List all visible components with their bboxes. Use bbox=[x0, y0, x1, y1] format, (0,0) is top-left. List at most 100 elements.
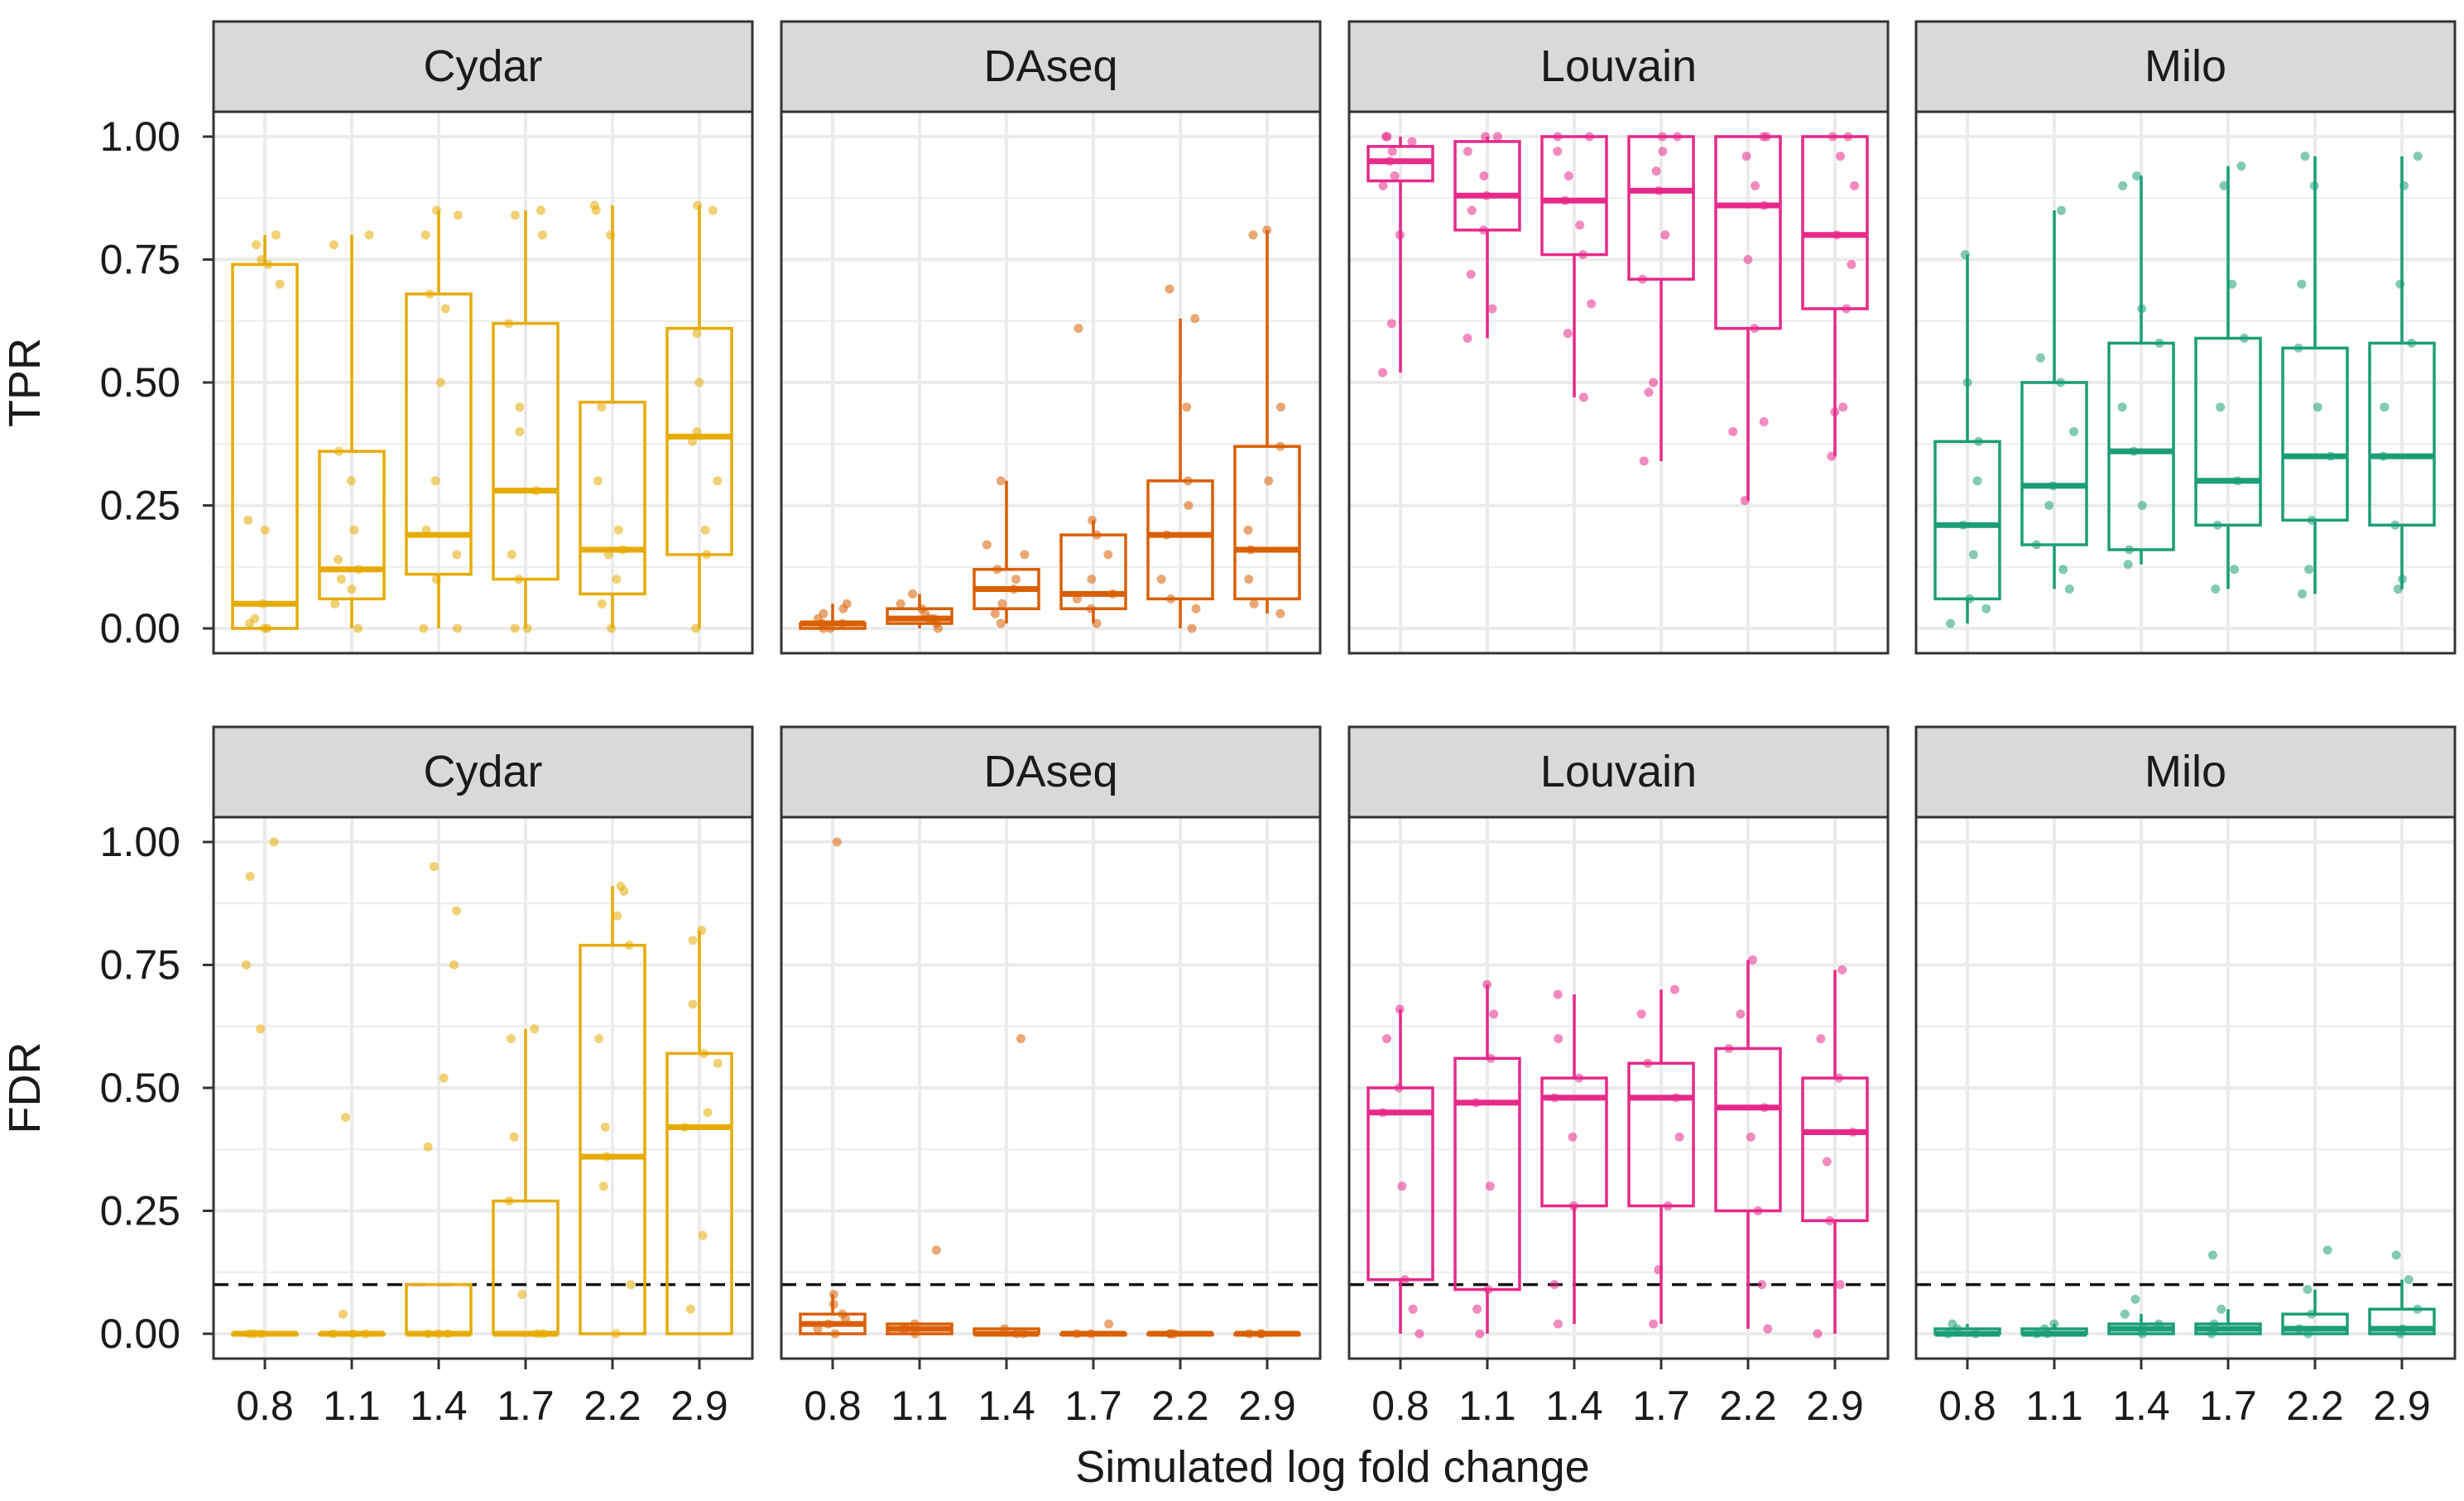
data-point bbox=[2123, 560, 2133, 570]
data-point bbox=[896, 599, 905, 609]
data-point bbox=[600, 1123, 610, 1133]
data-point bbox=[1397, 1181, 1407, 1191]
data-point bbox=[245, 872, 255, 882]
data-point bbox=[698, 1230, 708, 1240]
data-point bbox=[1554, 1034, 1563, 1044]
box-iqr bbox=[579, 943, 646, 1335]
data-point bbox=[1264, 476, 1274, 486]
data-point bbox=[2322, 1245, 2332, 1255]
data-point bbox=[598, 1181, 608, 1191]
box-iqr bbox=[2020, 381, 2088, 546]
data-point bbox=[243, 515, 253, 525]
data-point bbox=[2380, 402, 2390, 412]
x-tick-label: 2.9 bbox=[2373, 1383, 2431, 1429]
data-point bbox=[2303, 1285, 2313, 1295]
box-iqr bbox=[1714, 1046, 1782, 1213]
panel-strip-label: DAseq bbox=[983, 747, 1117, 796]
data-point bbox=[1563, 171, 1573, 181]
box-iqr bbox=[1453, 140, 1521, 232]
data-point bbox=[1390, 171, 1400, 181]
data-point bbox=[1184, 501, 1194, 510]
data-point bbox=[506, 1034, 516, 1044]
data-point bbox=[2227, 279, 2237, 289]
data-point bbox=[1563, 329, 1573, 339]
data-point bbox=[429, 862, 439, 872]
data-point bbox=[1020, 550, 1030, 560]
data-point bbox=[1835, 1280, 1845, 1290]
data-point bbox=[996, 476, 1006, 486]
data-point bbox=[1847, 259, 1856, 269]
data-point bbox=[353, 623, 363, 633]
data-point bbox=[597, 599, 607, 609]
y-tick-label: 0.00 bbox=[100, 1311, 180, 1357]
data-point bbox=[1104, 1319, 1114, 1329]
box-iqr bbox=[1627, 135, 1695, 281]
panel-strip-label: Louvain bbox=[1540, 747, 1697, 796]
panel-strip-label: Cydar bbox=[423, 747, 542, 796]
data-point bbox=[453, 623, 463, 633]
data-point bbox=[1489, 1009, 1499, 1019]
x-tick-label: 2.2 bbox=[1719, 1383, 1777, 1429]
data-point bbox=[2211, 584, 2221, 594]
data-point bbox=[452, 550, 462, 560]
data-point bbox=[364, 230, 374, 240]
data-point bbox=[1103, 550, 1113, 560]
x-axis-title: Simulated log fold change bbox=[1075, 1442, 1589, 1492]
data-point bbox=[1649, 378, 1659, 387]
data-point bbox=[330, 599, 340, 609]
panel-strip bbox=[780, 20, 1322, 113]
data-point bbox=[2391, 1250, 2401, 1260]
data-point bbox=[1087, 575, 1097, 585]
data-point bbox=[1669, 984, 1679, 994]
data-point bbox=[694, 378, 704, 387]
data-point bbox=[832, 837, 842, 847]
data-point bbox=[336, 575, 346, 585]
panel-tpr-milo: Milo bbox=[1914, 20, 2457, 655]
data-point bbox=[1674, 1132, 1684, 1142]
panel-border bbox=[1347, 110, 1890, 655]
data-point bbox=[2300, 152, 2310, 161]
data-point bbox=[1649, 1319, 1659, 1329]
data-point bbox=[2219, 180, 2229, 190]
data-point bbox=[2216, 402, 2226, 412]
data-point bbox=[2297, 279, 2307, 289]
data-point bbox=[613, 525, 623, 535]
data-point bbox=[1813, 1329, 1823, 1339]
data-point bbox=[2044, 501, 2054, 510]
box-iqr bbox=[1540, 1076, 1608, 1208]
data-point bbox=[713, 476, 723, 486]
data-point bbox=[420, 230, 430, 240]
data-point bbox=[2118, 180, 2128, 190]
y-tick-label: 0.50 bbox=[100, 359, 180, 406]
x-tick-label: 2.9 bbox=[1806, 1383, 1864, 1429]
y-tick-label: 0.25 bbox=[100, 1188, 180, 1234]
box-iqr bbox=[665, 326, 733, 556]
x-tick-label: 1.7 bbox=[1632, 1383, 1690, 1429]
data-point bbox=[997, 599, 1007, 609]
data-point bbox=[626, 1280, 636, 1290]
data-point bbox=[517, 1289, 527, 1299]
data-point bbox=[435, 378, 445, 387]
data-point bbox=[1466, 269, 1476, 279]
panel-border bbox=[212, 815, 754, 1360]
data-point bbox=[842, 599, 852, 609]
data-point bbox=[536, 205, 545, 215]
data-point bbox=[1658, 147, 1668, 156]
data-point bbox=[1644, 387, 1654, 397]
data-point bbox=[594, 1034, 604, 1044]
data-point bbox=[1275, 609, 1285, 618]
data-point bbox=[1728, 426, 1738, 436]
data-point bbox=[700, 525, 710, 535]
x-tick-label: 1.7 bbox=[2199, 1383, 2257, 1429]
data-point bbox=[612, 911, 622, 921]
panel-grid: TPR 0.00 0.25 0.50 0.75 1.00 Cydar DAseq Louvain… bbox=[0, 20, 2457, 1429]
panel-tpr-louvain: Louvain bbox=[1347, 20, 1890, 655]
data-point bbox=[2120, 1309, 2130, 1319]
data-point bbox=[449, 960, 459, 969]
x-tick-label: 0.8 bbox=[236, 1383, 294, 1429]
data-point bbox=[2413, 152, 2423, 161]
data-point bbox=[1553, 147, 1563, 156]
data-point bbox=[685, 1304, 695, 1314]
data-point bbox=[1165, 284, 1174, 294]
